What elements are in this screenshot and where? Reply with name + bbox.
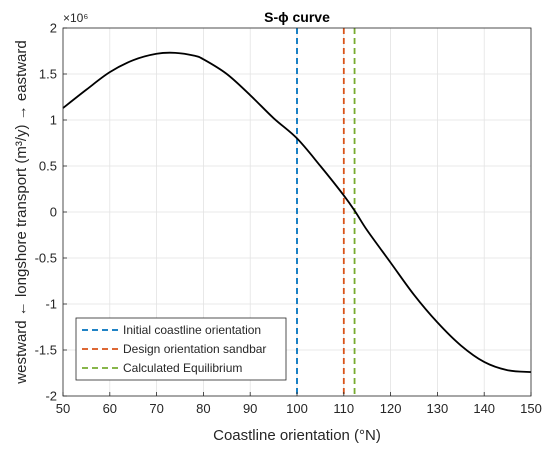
y-tick-label: -1 [45,297,57,312]
x-tick-label: 130 [427,401,449,416]
y-tick-label: -1.5 [35,343,57,358]
y-tick-label: 1 [50,113,57,128]
x-tick-label: 70 [149,401,163,416]
y-tick-label: 0 [50,205,57,220]
legend-label: Design orientation sandbar [123,342,266,356]
y-tick-label: 1.5 [39,67,57,82]
series-line [62,51,532,373]
y-tick-label: 0.5 [39,159,57,174]
y-tick-label: -0.5 [35,251,57,266]
x-axis-label: Coastline orientation (°N) [213,427,381,444]
x-axis-ticks: 50 60 70 80 90 100 110 120 130 140 150 [56,392,542,416]
legend-box [75,317,287,381]
legend: Initial coastline orientation Design orie… [75,317,287,381]
x-tick-label: 60 [103,401,117,416]
y-tick-label: 2 [50,21,57,36]
x-tick-label: 80 [196,401,210,416]
y-tick-label: -2 [45,389,57,404]
x-tick-label: 100 [286,401,308,416]
chart-title: S-ϕ curve [264,9,330,25]
x-tick-label: 120 [380,401,402,416]
legend-label: Calculated Equilibrium [123,361,242,375]
x-tick-label: 90 [243,401,257,416]
x-tick-label: 140 [473,401,495,416]
x-tick-label: 150 [520,401,542,416]
y-axis-label: westward ← longshore transport (m³/y) → … [13,40,30,384]
x-tick-label: 110 [333,401,354,416]
x-tick-label: 50 [56,401,70,416]
y-axis-ticks: -2 -1.5 -1 -0.5 0 0.5 1 1.5 2 [35,21,67,404]
y-multiplier-label: ×10⁶ [63,11,88,25]
legend-label: Initial coastline orientation [123,323,261,337]
